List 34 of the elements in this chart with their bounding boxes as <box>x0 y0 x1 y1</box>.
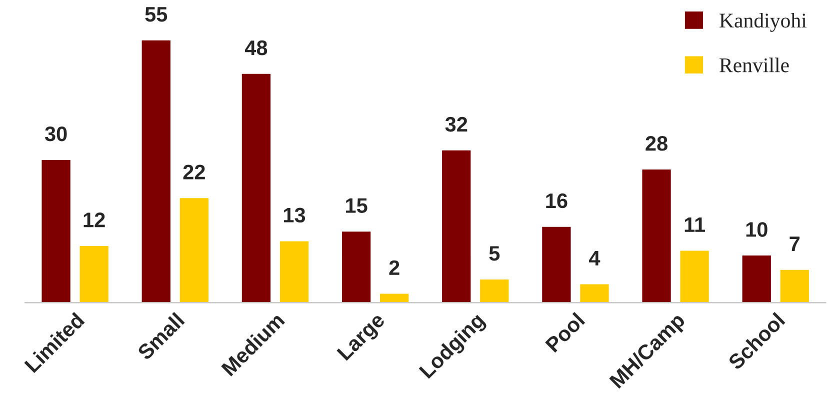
bar <box>140 39 172 303</box>
data-label: 30 <box>44 126 67 142</box>
data-label: 13 <box>284 208 306 223</box>
data-label: 2 <box>389 260 400 275</box>
data-label: 28 <box>646 136 668 151</box>
data-label: 22 <box>183 164 205 180</box>
bar <box>178 196 210 303</box>
data-label: 4 <box>589 250 600 266</box>
bar <box>778 268 810 303</box>
bar <box>340 230 372 303</box>
bar <box>478 278 510 303</box>
bar <box>278 240 310 303</box>
bar <box>640 168 672 303</box>
data-label: 11 <box>684 218 705 232</box>
data-label: 12 <box>84 212 105 228</box>
legend-label: Renville <box>720 58 789 72</box>
bar <box>40 158 72 303</box>
legend-label: Kandiyohi <box>720 12 807 32</box>
data-label: 16 <box>546 193 568 208</box>
bar <box>540 225 572 303</box>
bar <box>578 282 610 303</box>
data-label: 10 <box>746 222 768 237</box>
data-label: 48 <box>244 40 268 56</box>
data-label: 7 <box>790 236 800 251</box>
data-label: 15 <box>346 198 368 213</box>
bar <box>678 249 710 303</box>
data-label: 32 <box>445 116 468 132</box>
bar <box>378 292 410 303</box>
data-label: 55 <box>145 7 168 22</box>
bar <box>740 254 772 303</box>
data-label: 5 <box>489 246 500 261</box>
bar <box>78 244 110 303</box>
bar <box>240 72 272 303</box>
bar <box>440 148 472 303</box>
